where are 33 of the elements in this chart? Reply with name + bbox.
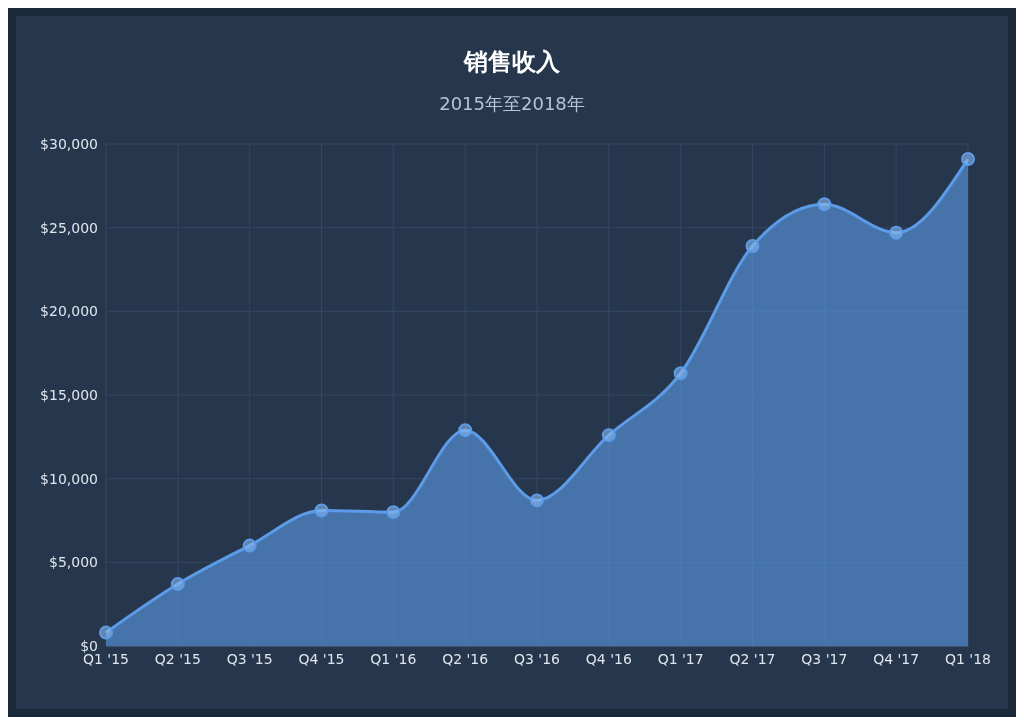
point	[601, 428, 616, 443]
x-tick-label: Q1 '17	[657, 650, 704, 667]
point	[314, 503, 329, 518]
x-tick-label: Q2 '15	[154, 650, 201, 667]
x-tick-label: Q4 '17	[873, 650, 920, 667]
point	[817, 197, 832, 212]
x-tick-label: Q3 '16	[513, 650, 561, 667]
point	[961, 152, 975, 167]
point	[242, 538, 257, 553]
y-tick-label: $25,000	[40, 219, 98, 236]
point	[99, 625, 113, 640]
y-tick-label: $30,000	[40, 135, 98, 152]
x-tick-label: Q3 '17	[801, 650, 848, 667]
point	[745, 239, 760, 254]
y-tick-label: $5,000	[49, 554, 98, 571]
chart-title: 销售收入	[462, 47, 561, 78]
point	[889, 225, 904, 240]
chart-subtitle: 2015年至2018年	[438, 92, 586, 116]
point	[458, 423, 473, 438]
x-tick-label: Q4 '15	[298, 650, 345, 667]
point	[386, 505, 401, 520]
y-tick-label: $15,000	[40, 386, 98, 403]
x-tick-label: Q4 '16	[585, 650, 632, 667]
point	[170, 577, 185, 592]
x-tick-label: Q1 '16	[370, 650, 417, 667]
point	[673, 366, 688, 381]
x-tick-label: Q2 '16	[442, 650, 489, 667]
y-tick-label: $10,000	[40, 470, 98, 487]
point	[530, 493, 544, 508]
x-tick-label: Q2 '17	[729, 650, 776, 667]
x-tick-label: Q3 '15	[226, 650, 273, 667]
x-tick-label: Q1 '18	[944, 650, 992, 667]
y-tick-label: $20,000	[40, 303, 98, 320]
